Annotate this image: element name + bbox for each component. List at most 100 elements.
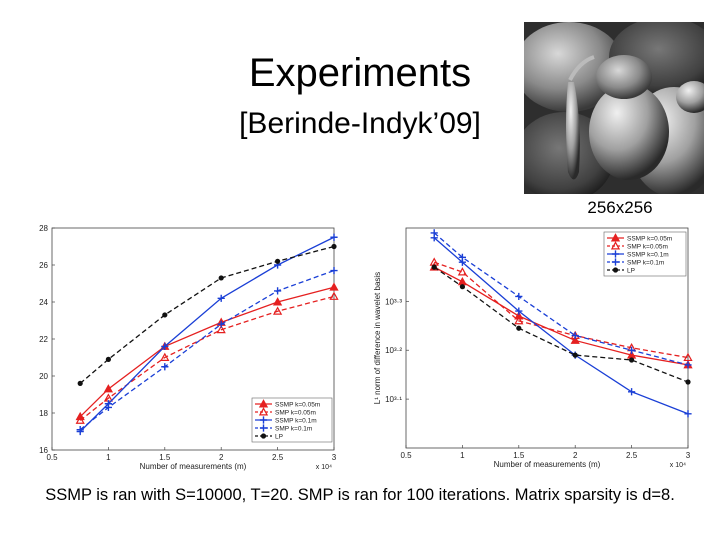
data-point: [272, 297, 283, 306]
data-point: [685, 379, 691, 385]
data-point: [459, 284, 465, 290]
y-tick-label: 22: [39, 335, 48, 344]
legend-label: LP: [275, 434, 283, 441]
y-tick-label: 18: [39, 409, 48, 418]
y-tick-label: 24: [39, 298, 48, 307]
data-point: [77, 380, 83, 386]
x-exponent-label: x 10⁴: [670, 462, 686, 469]
data-point: [218, 275, 224, 281]
data-point: [275, 258, 281, 264]
data-point: [331, 243, 337, 250]
data-point: [330, 266, 338, 275]
y-tick-label: 10³·¹: [385, 395, 402, 404]
data-point: [329, 282, 339, 291]
y-tick-label: 26: [39, 261, 48, 270]
data-point: [105, 356, 111, 362]
y-tick-label: 10³·³: [385, 297, 402, 306]
series-line: [79, 295, 335, 421]
series-lp: [77, 243, 337, 386]
x-exponent-label: x 10⁴: [316, 464, 332, 471]
y-tick-label: 10³·²: [385, 346, 402, 355]
series-line: [433, 261, 689, 359]
data-point: [516, 325, 522, 331]
x-tick-label: 0.5: [46, 453, 58, 462]
series-lp: [431, 264, 691, 385]
y-tick-label: 20: [39, 372, 48, 381]
series-smp-k-0-1m: [76, 266, 338, 434]
peppers-image: [524, 22, 704, 194]
data-point: [684, 410, 692, 418]
x-tick-label: 1.5: [513, 451, 525, 460]
data-point: [571, 331, 579, 340]
l1-norm-chart: 0.5 1 1.5 2 2.5 3 10³·¹ 10³·² 10³·³ Number of mea…: [373, 227, 693, 469]
x-tick-label: 3: [686, 451, 691, 460]
x-tick-label: 2: [573, 451, 578, 460]
data-point: [259, 424, 268, 432]
data-point: [457, 267, 468, 276]
data-point: [258, 407, 269, 416]
y-axis-label: L¹ norm of difference in wavelet basis: [373, 272, 382, 404]
data-point: [610, 233, 621, 242]
image-caption: 256x256: [587, 198, 653, 217]
series-line: [79, 245, 335, 384]
y-tick-label: 28: [39, 224, 48, 233]
data-point: [161, 342, 169, 350]
data-point: [161, 363, 169, 371]
data-point: [260, 433, 267, 439]
legend-label: LP: [627, 268, 635, 275]
legend-label: SMP k=0.05m: [275, 410, 316, 417]
x-tick-label: 0.5: [400, 451, 412, 460]
data-point: [683, 352, 693, 362]
series-smp-k-0-1m: [430, 229, 692, 369]
data-point: [431, 264, 437, 270]
series-line: [433, 266, 689, 383]
legend-label: SSMP k=0.05m: [275, 402, 320, 409]
data-point: [259, 416, 268, 424]
data-point: [628, 346, 636, 354]
snr-chart: 0.5 1 1.5 2 2.5 3 16 18 20 22 24 26 28 Number of meas…: [39, 224, 339, 471]
data-point: [274, 287, 282, 295]
data-point: [76, 426, 84, 434]
data-point: [272, 306, 283, 315]
data-point: [514, 316, 524, 325]
data-point: [329, 291, 339, 300]
data-point: [330, 233, 338, 241]
data-point: [572, 352, 578, 358]
data-point: [162, 312, 168, 318]
x-tick-label: 3: [332, 453, 337, 462]
data-point: [217, 320, 225, 328]
data-point: [515, 307, 523, 315]
data-point: [514, 311, 524, 320]
data-point: [104, 403, 112, 412]
x-axis-label: Number of measurements (m): [494, 460, 601, 469]
series-line: [433, 232, 689, 366]
data-point: [570, 335, 580, 344]
legend-label: SSMP k=0.1m: [627, 252, 669, 259]
series-line: [433, 237, 689, 415]
legend-label: SSMP k=0.1m: [275, 418, 317, 425]
data-point: [628, 388, 636, 396]
slide-title: Experiments: [248, 51, 472, 95]
legend-label: SMP k=0.05m: [627, 244, 668, 251]
series-line: [79, 236, 335, 432]
x-tick-label: 2: [219, 453, 224, 462]
data-point: [611, 250, 620, 258]
data-point: [610, 241, 621, 250]
series-ssmp-k-0-05m: [429, 262, 693, 369]
y-tick-label: 16: [39, 446, 48, 455]
series-line: [433, 266, 689, 366]
x-tick-label: 1.5: [159, 453, 171, 462]
data-point: [75, 415, 85, 424]
x-tick-label: 2.5: [272, 453, 284, 462]
data-point: [684, 361, 692, 369]
x-tick-label: 2.5: [626, 451, 638, 460]
x-axis-label: Number of measurements (m): [140, 462, 247, 471]
legend-label: SSMP k=0.05m: [627, 236, 672, 243]
data-point: [217, 294, 225, 302]
series-line: [79, 269, 335, 431]
x-tick-label: 1: [460, 451, 465, 460]
series-line: [79, 286, 335, 418]
legend-label: SMP k=0.1m: [627, 260, 664, 267]
